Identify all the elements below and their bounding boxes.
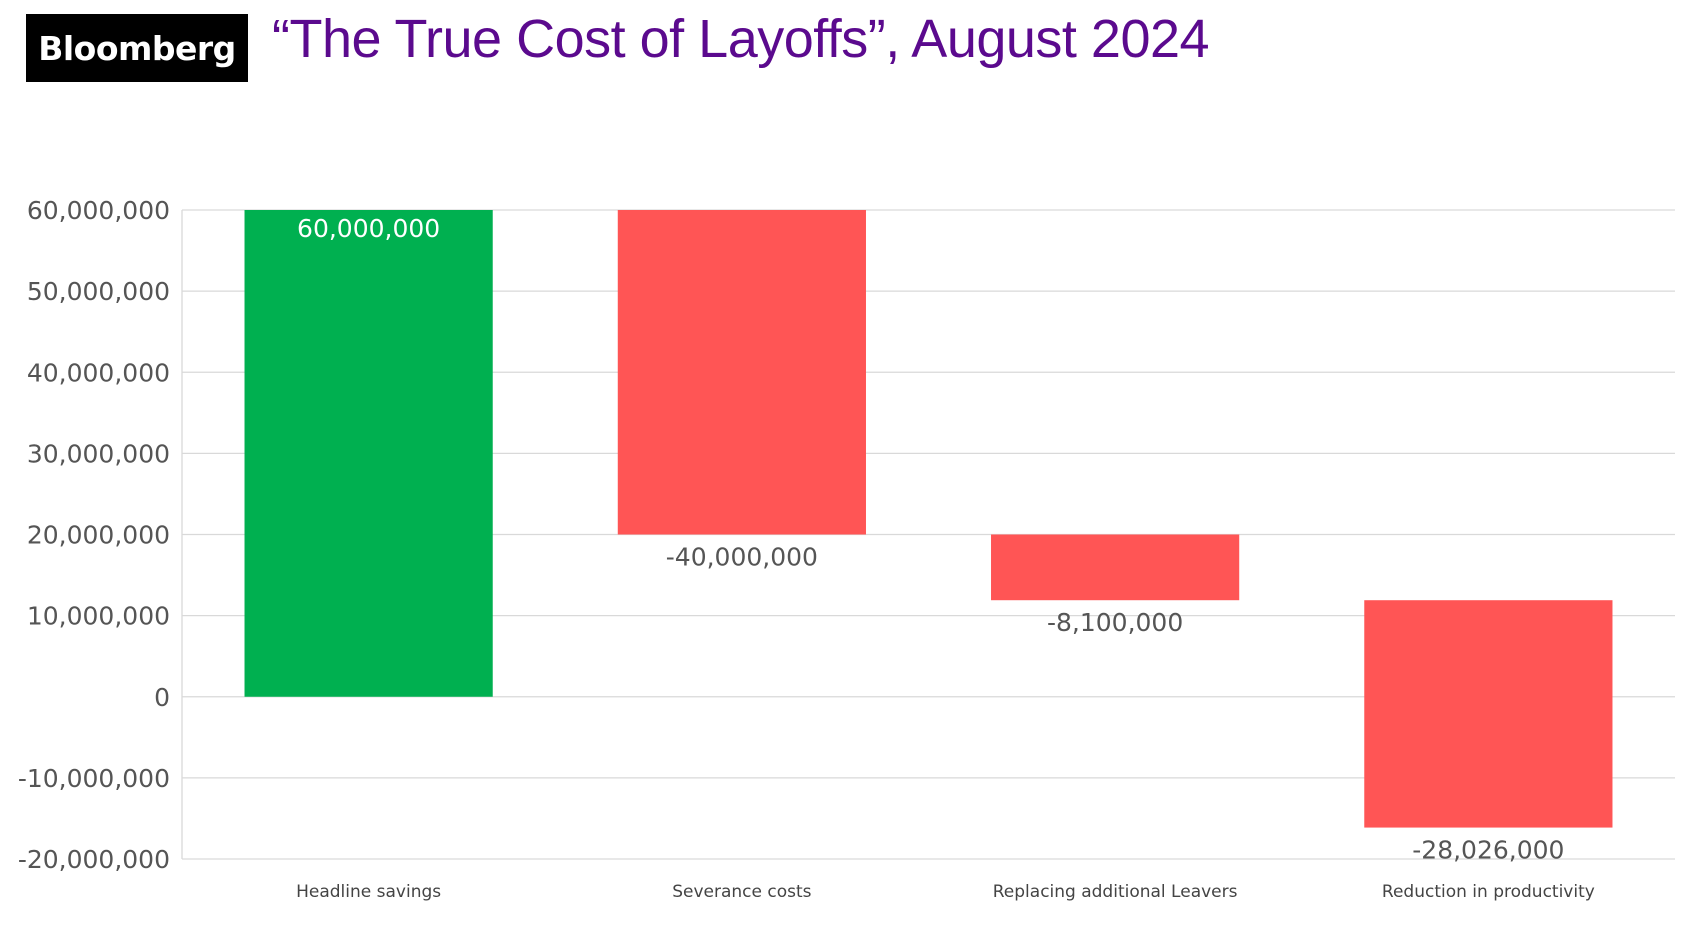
y-tick-label: 0 xyxy=(154,683,170,712)
x-axis-category-labels: Headline savings Severance costs Replacing… xyxy=(296,882,1595,902)
data-label: -40,000,000 xyxy=(666,543,818,572)
category-label: Reduction in productivity xyxy=(1382,882,1595,902)
y-tick-label: 50,000,000 xyxy=(27,277,170,306)
category-label: Headline savings xyxy=(296,882,441,902)
logo-text: Bloomberg xyxy=(38,28,236,68)
bloomberg-logo: Bloomberg xyxy=(26,14,248,82)
y-tick-label: -10,000,000 xyxy=(18,764,170,793)
bar-decrease xyxy=(1364,600,1613,828)
bar-decrease xyxy=(617,210,866,535)
chart-title: “The True Cost of Layoffs”, August 2024 xyxy=(272,9,1210,69)
y-tick-label: 20,000,000 xyxy=(27,521,170,550)
y-tick-label: 60,000,000 xyxy=(27,196,170,225)
data-labels: 60,000,000 -40,000,000 -8,100,000 -28,026,0… xyxy=(297,214,1564,865)
data-label: 60,000,000 xyxy=(297,214,440,243)
data-label: -8,100,000 xyxy=(1047,608,1183,637)
y-axis-tick-labels: 60,000,000 50,000,000 40,000,000 30,000,000… xyxy=(18,196,170,874)
bar-decrease xyxy=(991,534,1240,601)
data-label: -28,026,000 xyxy=(1412,836,1564,865)
bars xyxy=(244,210,1613,828)
bar-increase xyxy=(244,210,493,697)
y-tick-label: 40,000,000 xyxy=(27,358,170,387)
category-label: Severance costs xyxy=(672,882,811,902)
category-label: Replacing additional Leavers xyxy=(993,882,1238,902)
y-tick-label: 10,000,000 xyxy=(27,602,170,631)
y-tick-label: -20,000,000 xyxy=(18,845,170,874)
y-tick-label: 30,000,000 xyxy=(27,439,170,468)
